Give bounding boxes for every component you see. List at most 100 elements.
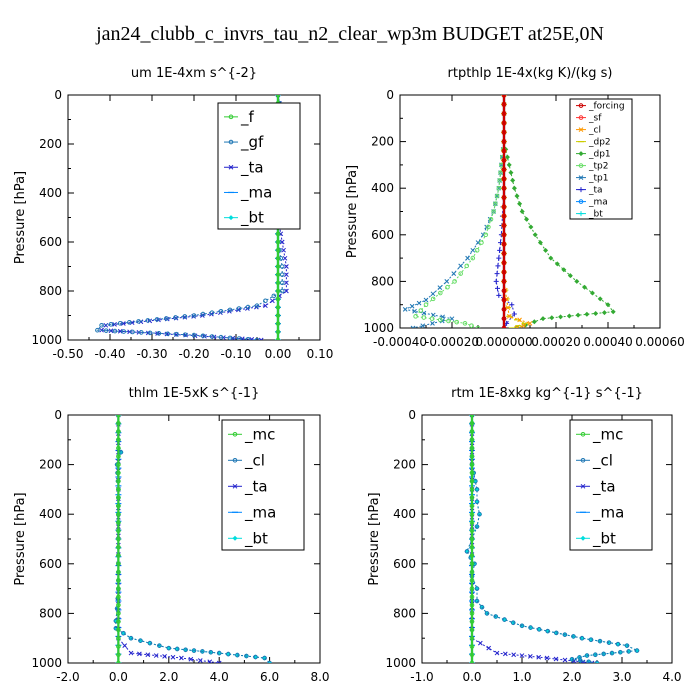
data-point xyxy=(275,256,281,261)
data-point xyxy=(548,255,554,261)
data-point xyxy=(145,652,151,658)
legend-label: _tp1 xyxy=(588,174,608,184)
data-point xyxy=(477,511,482,517)
data-point xyxy=(200,311,206,317)
x-tick-label: 0.0 xyxy=(109,670,128,684)
data-point xyxy=(609,650,615,656)
data-point xyxy=(543,247,549,253)
data-point xyxy=(275,305,281,310)
y-axis-label: Pressure [hPa] xyxy=(345,165,360,258)
y-tick-label: 0 xyxy=(54,88,62,102)
data-point xyxy=(128,650,134,656)
data-point xyxy=(116,520,121,525)
data-point xyxy=(254,337,260,340)
data-point xyxy=(418,308,424,313)
data-point xyxy=(423,297,429,303)
data-point xyxy=(451,271,457,276)
legend-marker xyxy=(580,458,586,463)
data-point xyxy=(116,553,121,558)
data-point xyxy=(116,544,121,550)
data-point xyxy=(586,659,591,663)
data-point xyxy=(284,288,289,294)
data-point xyxy=(501,232,507,238)
data-point xyxy=(501,95,507,98)
panel-title: um 1E-4xm s^{-2} xyxy=(131,66,257,81)
data-point xyxy=(574,278,580,284)
legend-marker xyxy=(232,535,238,541)
data-point xyxy=(207,659,213,663)
data-point xyxy=(139,330,144,335)
data-point xyxy=(483,232,489,238)
chart-panel-bottom-left: thlm 1E-5xK s^{-1} Pressure [hPa] -2.0 0.0 2… xyxy=(13,386,330,684)
data-point xyxy=(588,637,594,642)
data-point xyxy=(249,337,255,340)
y-tick-label: 1000 xyxy=(31,333,62,347)
legend: _forcing _sf _cl _dp2 _dp1 _tp2 _tp1 _ta _ma _bt xyxy=(569,98,633,220)
data-point xyxy=(511,311,517,317)
x-tick-label: 0.00040 xyxy=(583,335,633,349)
data-point xyxy=(183,647,188,653)
data-point xyxy=(138,638,143,643)
legend-label: _ma xyxy=(588,198,608,208)
data-point xyxy=(494,271,500,277)
data-point xyxy=(116,586,121,591)
data-point xyxy=(474,248,480,253)
data-point xyxy=(501,157,507,163)
data-point xyxy=(501,307,507,312)
data-point xyxy=(267,660,272,663)
x-tick-label: 2.0 xyxy=(159,670,178,684)
data-point xyxy=(501,139,507,144)
data-point xyxy=(566,313,572,319)
y-axis-label: Pressure [hPa] xyxy=(13,171,28,264)
data-point xyxy=(122,643,128,648)
data-point xyxy=(501,185,507,191)
y-tick-label: 0 xyxy=(386,88,394,102)
data-point xyxy=(182,332,188,337)
legend-label: _bt xyxy=(588,210,603,220)
y-tick-label: 600 xyxy=(371,228,394,242)
data-point xyxy=(501,223,507,228)
data-point xyxy=(275,280,281,286)
data-point xyxy=(236,306,242,311)
data-point xyxy=(279,280,285,286)
data-point xyxy=(112,328,118,334)
data-point xyxy=(117,328,123,334)
data-point xyxy=(601,310,607,316)
data-point xyxy=(245,304,251,310)
data-point xyxy=(540,316,546,322)
data-point xyxy=(95,327,100,333)
data-point xyxy=(121,329,127,334)
data-point xyxy=(116,437,121,443)
data-point xyxy=(501,167,507,172)
chart-panel-top-left: um 1E-4xm s^{-2} Pressure [hPa] -0.50 -0.40… xyxy=(13,66,333,361)
data-point xyxy=(137,651,142,657)
legend-label: _dp2 xyxy=(588,138,611,148)
data-point xyxy=(493,614,499,619)
data-point xyxy=(554,261,560,267)
data-point xyxy=(446,318,451,324)
data-point xyxy=(579,635,585,641)
data-point xyxy=(263,303,268,309)
data-point xyxy=(469,569,475,575)
data-point xyxy=(501,129,507,135)
data-point xyxy=(470,247,476,253)
data-point xyxy=(420,323,426,328)
data-point xyxy=(509,302,515,308)
x-tick-label: 0.000000 xyxy=(475,335,532,349)
data-point xyxy=(116,478,121,484)
legend-marker xyxy=(228,114,234,120)
data-point xyxy=(275,321,281,326)
data-point xyxy=(501,297,507,303)
data-point xyxy=(497,178,502,183)
data-point xyxy=(116,487,121,492)
data-point xyxy=(469,652,475,658)
data-point xyxy=(527,654,533,659)
data-point xyxy=(284,264,289,269)
data-point xyxy=(128,635,134,641)
data-point xyxy=(116,627,121,633)
data-point xyxy=(200,333,206,339)
data-point xyxy=(282,255,288,261)
data-point xyxy=(501,111,507,116)
legend-label: _bt xyxy=(592,529,616,548)
data-point xyxy=(501,213,507,219)
